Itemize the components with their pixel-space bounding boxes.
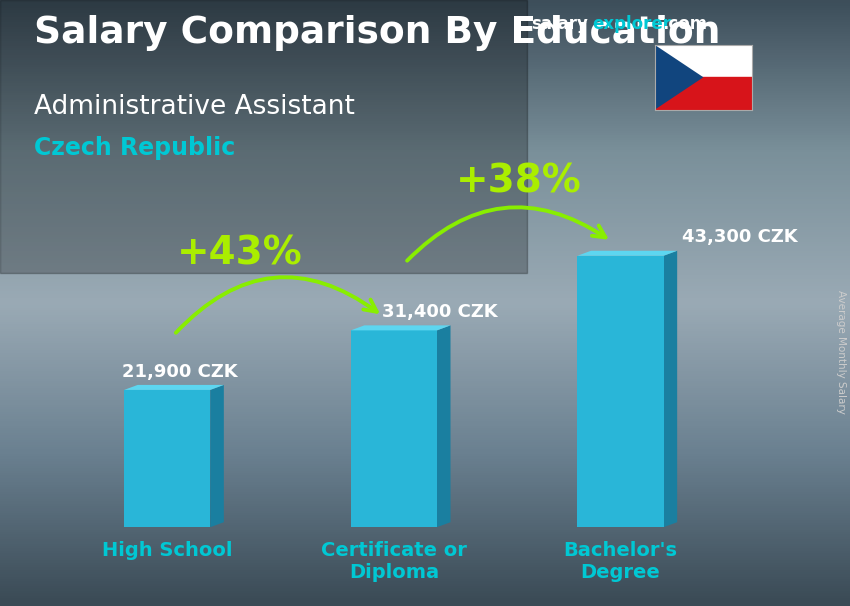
Text: salary: salary: [531, 15, 588, 33]
Text: explorer: explorer: [592, 15, 672, 33]
Polygon shape: [577, 251, 677, 256]
Text: .com: .com: [662, 15, 707, 33]
Bar: [654, 77, 752, 110]
Text: 31,400 CZK: 31,400 CZK: [382, 303, 498, 321]
Polygon shape: [437, 325, 451, 527]
Text: Czech Republic: Czech Republic: [34, 136, 235, 161]
Text: Average Monthly Salary: Average Monthly Salary: [836, 290, 846, 413]
Polygon shape: [664, 251, 677, 527]
Text: Salary Comparison By Education: Salary Comparison By Education: [34, 15, 720, 51]
Text: +38%: +38%: [456, 162, 581, 201]
FancyBboxPatch shape: [351, 330, 437, 527]
Text: 43,300 CZK: 43,300 CZK: [682, 228, 797, 247]
Polygon shape: [654, 45, 703, 110]
FancyBboxPatch shape: [577, 256, 664, 527]
Bar: [654, 45, 752, 77]
Polygon shape: [351, 325, 450, 330]
Text: 21,900 CZK: 21,900 CZK: [122, 362, 237, 381]
Text: +43%: +43%: [177, 234, 303, 272]
Polygon shape: [210, 385, 224, 527]
Polygon shape: [124, 385, 224, 390]
Text: Administrative Assistant: Administrative Assistant: [34, 94, 355, 120]
FancyBboxPatch shape: [124, 390, 210, 527]
